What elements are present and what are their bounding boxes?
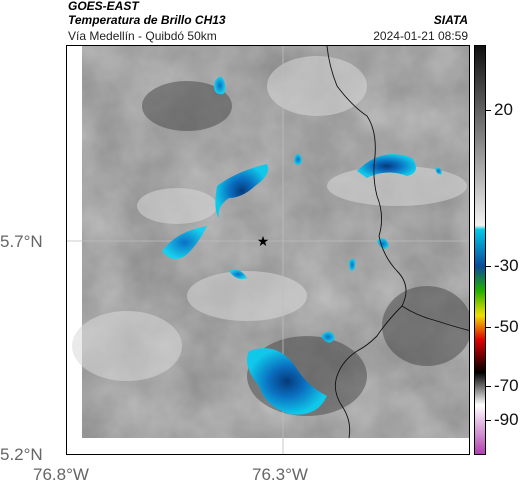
y-tick-label: 5.7°N xyxy=(0,232,43,251)
colorbar xyxy=(474,45,486,455)
colorbar-label: -50 xyxy=(494,317,519,336)
colorbar-label: -30 xyxy=(494,256,519,275)
colorbar-tick xyxy=(486,420,491,421)
star-icon: ★ xyxy=(257,234,270,250)
colorbar-label: -70 xyxy=(494,376,519,395)
x-tick-label: 76.8°W xyxy=(33,465,89,484)
org-label: SIATA xyxy=(433,13,468,27)
satellite-label: GOES-EAST xyxy=(68,0,139,13)
colorbar-tick xyxy=(486,266,491,267)
cold-cloud-cells xyxy=(162,76,442,415)
colorbar-tick xyxy=(486,386,491,387)
product-title: Temperatura de Brillo CH13 xyxy=(68,13,226,27)
colorbar-label: -90 xyxy=(494,410,519,429)
border-line-east xyxy=(401,305,469,331)
map-panel[interactable]: ★ xyxy=(66,45,470,455)
colorbar-label: 20 xyxy=(494,100,513,119)
x-tick-label: 76.3°W xyxy=(252,465,308,484)
colorbar-tick xyxy=(486,110,491,111)
colorbar-tick xyxy=(486,327,491,328)
route-subtitle: Vía Medellín - Quibdó 50km xyxy=(68,29,217,43)
datetime-label: 2024-01-21 08:59 xyxy=(373,29,468,43)
y-tick-label: 5.2°N xyxy=(0,445,43,464)
border-line xyxy=(326,46,407,439)
satellite-image: ★ xyxy=(67,46,469,454)
